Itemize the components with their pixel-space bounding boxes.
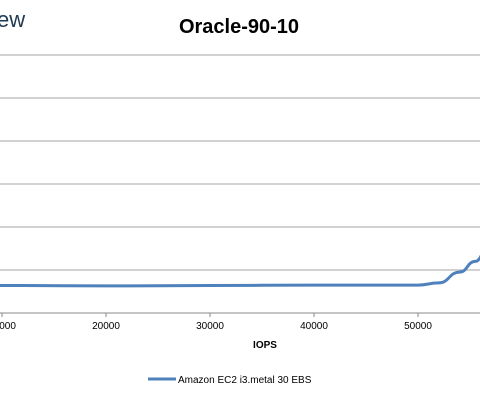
x-tick-label: 20000 [92,321,120,332]
x-axis-label: IOPS [253,340,277,351]
series-lines [0,254,480,288]
series-line [0,254,480,288]
x-tick-label: 50000 [404,321,432,332]
x-tick-label: 30000 [196,321,224,332]
brand-logo-text: ew [0,7,25,32]
legend: Amazon EC2 i3.metal 30 EBS [148,375,312,386]
x-tick-label: 40000 [300,321,328,332]
legend-label: Amazon EC2 i3.metal 30 EBS [178,375,312,386]
chart-title: Oracle-90-10 [179,16,299,38]
gridlines [0,54,480,314]
